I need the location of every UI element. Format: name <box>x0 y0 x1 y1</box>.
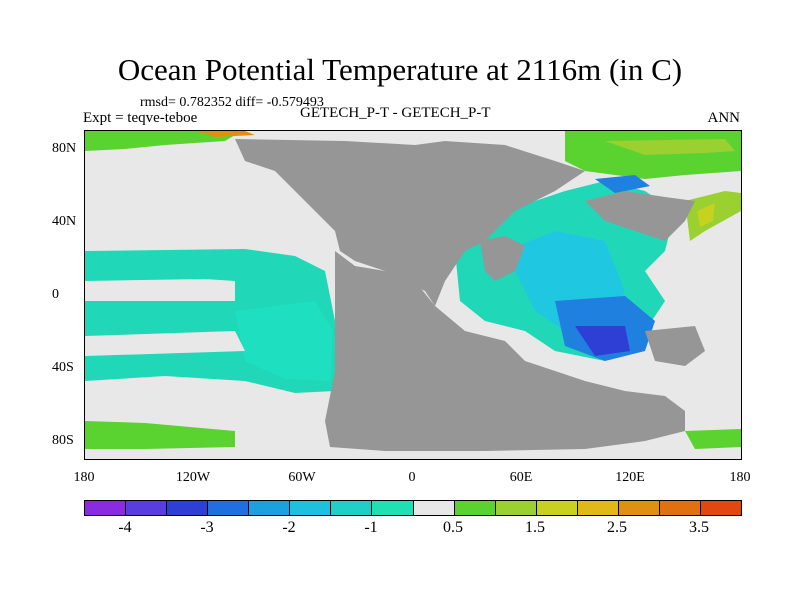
colorbar-swatch <box>85 501 127 515</box>
colorbar-swatch <box>413 501 455 515</box>
southern-warm-west <box>85 421 235 449</box>
experiment-label: Expt = teqve-teboe <box>83 110 198 126</box>
north-deep-blue <box>595 175 650 193</box>
x-tick-0: 0 <box>408 470 416 485</box>
colorbar-swatch <box>290 501 332 515</box>
arctic-warm-orange <box>195 131 255 137</box>
center-label: GETECH_P-T - GETECH_P-T <box>300 105 491 121</box>
y-tick-80s: 80S <box>52 433 74 448</box>
y-tick-80n: 80N <box>52 141 77 156</box>
colorbar-swatch <box>249 501 291 515</box>
x-tick-60w: 60W <box>288 470 316 485</box>
pacific-gap <box>85 279 235 301</box>
colorbar-swatch <box>126 501 168 515</box>
colorbar-label: -1 <box>364 519 378 536</box>
x-tick-180w: 180 <box>73 470 95 485</box>
arctic-warm-band <box>85 131 235 151</box>
colorbar-label: -2 <box>282 519 296 536</box>
arctic-east-warm <box>565 131 741 179</box>
southern-warm-east <box>685 429 741 449</box>
land-south-america <box>325 251 685 451</box>
colorbar-swatch <box>372 501 414 515</box>
land-asia <box>585 191 695 241</box>
colorbar <box>84 500 742 516</box>
colorbar-swatch <box>536 501 578 515</box>
colorbar-label: 0.5 <box>443 519 463 536</box>
map-plot <box>84 130 742 460</box>
y-tick-40n: 40N <box>52 214 77 229</box>
colorbar-swatch <box>167 501 209 515</box>
indian-deep-blue <box>575 326 630 356</box>
colorbar-label: -4 <box>118 519 132 536</box>
asia-warm-orange <box>697 203 715 227</box>
colorbar-swatch <box>208 501 250 515</box>
colorbar-swatch <box>495 501 537 515</box>
x-tick-180e: 180 <box>729 470 751 485</box>
colorbar-label: -3 <box>200 519 214 536</box>
land-africa-europe <box>480 236 525 281</box>
stats-label: rmsd= 0.782352 diff= -0.579493 <box>140 95 324 110</box>
pacific-cyan <box>235 301 333 381</box>
colorbar-swatch <box>454 501 496 515</box>
land-north-america <box>235 139 585 306</box>
x-tick-60e: 60E <box>509 470 533 485</box>
colorbar-label: 2.5 <box>607 519 627 536</box>
y-tick-40s: 40S <box>52 360 74 375</box>
colorbar-swatch <box>577 501 619 515</box>
chart-title: Ocean Potential Temperature at 2116m (in… <box>117 52 683 87</box>
pacific-south-gap <box>85 331 245 356</box>
colorbar-swatch <box>700 501 741 515</box>
colorbar-swatch <box>331 501 373 515</box>
y-tick-0: 0 <box>52 287 59 302</box>
land-australia <box>645 326 705 366</box>
x-tick-120e: 120E <box>615 470 645 485</box>
arctic-east-yellow <box>605 139 735 155</box>
x-tick-120w: 120W <box>175 470 211 485</box>
period-label: ANN <box>707 110 741 126</box>
colorbar-swatch <box>659 501 701 515</box>
colorbar-swatch <box>618 501 660 515</box>
colorbar-label: 1.5 <box>525 519 545 536</box>
colorbar-label: 3.5 <box>689 519 709 536</box>
